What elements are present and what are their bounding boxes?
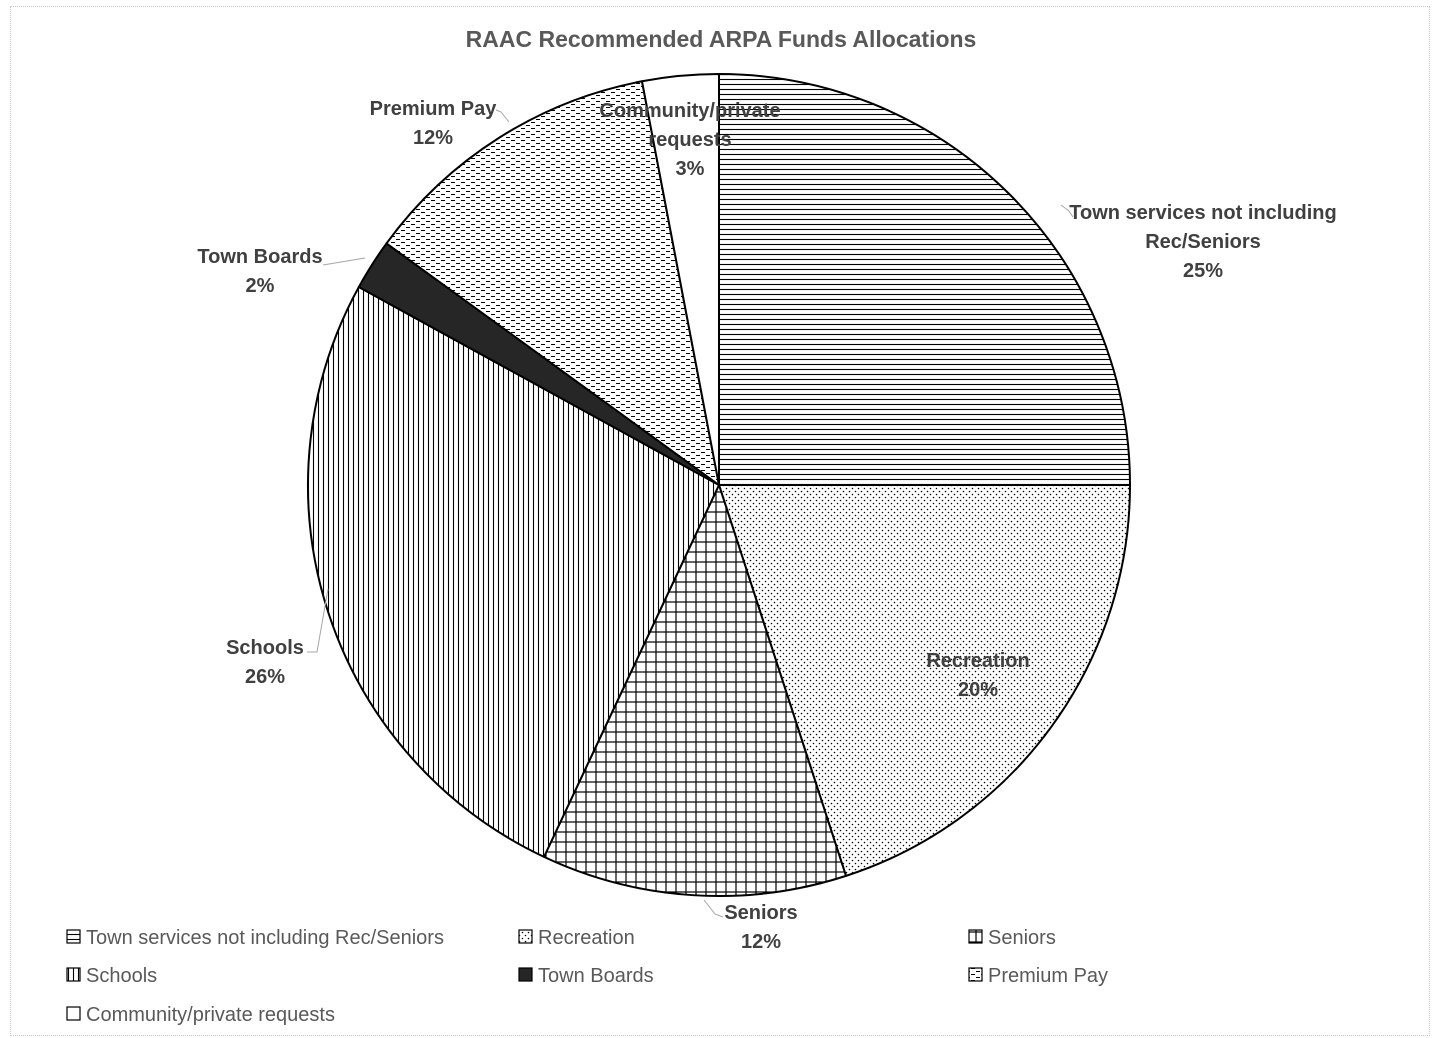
legend: Town services not including Rec/Seniors R… [66,927,1108,1026]
data-label-seniors: Seniors 12% [724,902,797,953]
data-label-recreation: Recreation 20% [926,650,1029,701]
legend-swatch-schools [66,967,81,982]
data-label-town-boards: Town Boards 2% [197,246,322,297]
data-label-premium-pay: Premium Pay 12% [370,98,498,149]
legend-label-premium-pay: Premium Pay [988,965,1108,987]
chart-title: RAAC Recommended ARPA Funds Allocations [466,26,977,52]
leader-line-town-services-not-including-rec-seniors [1060,204,1074,218]
leader-line-premium-pay [495,109,510,123]
legend-label-community-private-requests: Community/private requests [86,1004,335,1026]
legend-label-seniors: Seniors [988,927,1056,949]
pie-slice-community-private-requests [640,73,720,486]
legend-swatch-town-services-not-including-rec-seniors [66,929,81,944]
pie-slice-premium-pay [385,80,720,486]
legend-item-seniors: Seniors [968,927,1056,949]
leader-line-schools [307,588,329,653]
pie-slice-seniors [543,484,848,897]
legend-item-community-private-requests: Community/private requests [66,1004,335,1026]
legend-label-town-boards: Town Boards [538,965,654,987]
legend-label-schools: Schools [86,965,157,987]
data-label-community-private-requests: Community/private requests 3% [599,100,780,180]
legend-item-recreation: Recreation [518,927,635,949]
legend-swatch-recreation [518,929,533,944]
pie-slice-recreation [718,484,1131,877]
pie-slices [307,73,1131,897]
leader-line-seniors [703,899,724,918]
pie-slice-town-services-not-including-rec-seniors [718,73,1131,486]
legend-label-town-services-not-including-rec-seniors: Town services not including Rec/Seniors [86,927,444,949]
legend-label-recreation: Recreation [538,927,635,949]
legend-item-premium-pay: Premium Pay [968,965,1108,987]
legend-swatch-community-private-requests [66,1006,81,1021]
leader-line-town-boards [322,257,366,266]
data-label-town-services-not-including-rec-seniors: Town services not including Rec/Seniors 25… [1069,202,1336,282]
legend-item-town-boards: Town Boards [518,965,654,987]
pie-chart: RAAC Recommended ARPA Funds Allocations … [66,26,1337,1026]
legend-swatch-town-boards [518,967,533,982]
legend-swatch-seniors [968,929,983,944]
legend-item-town-services-not-including-rec-seniors: Town services not including Rec/Seniors [66,927,444,949]
data-labels: Town services not including Rec/Seniors 25… [197,98,1336,953]
chart-area: RAAC Recommended ARPA Funds Allocations … [10,6,1430,1036]
leader-lines [307,109,1074,918]
data-label-schools: Schools 26% [226,637,304,688]
legend-item-schools: Schools [66,965,157,987]
legend-swatch-premium-pay [968,967,983,982]
